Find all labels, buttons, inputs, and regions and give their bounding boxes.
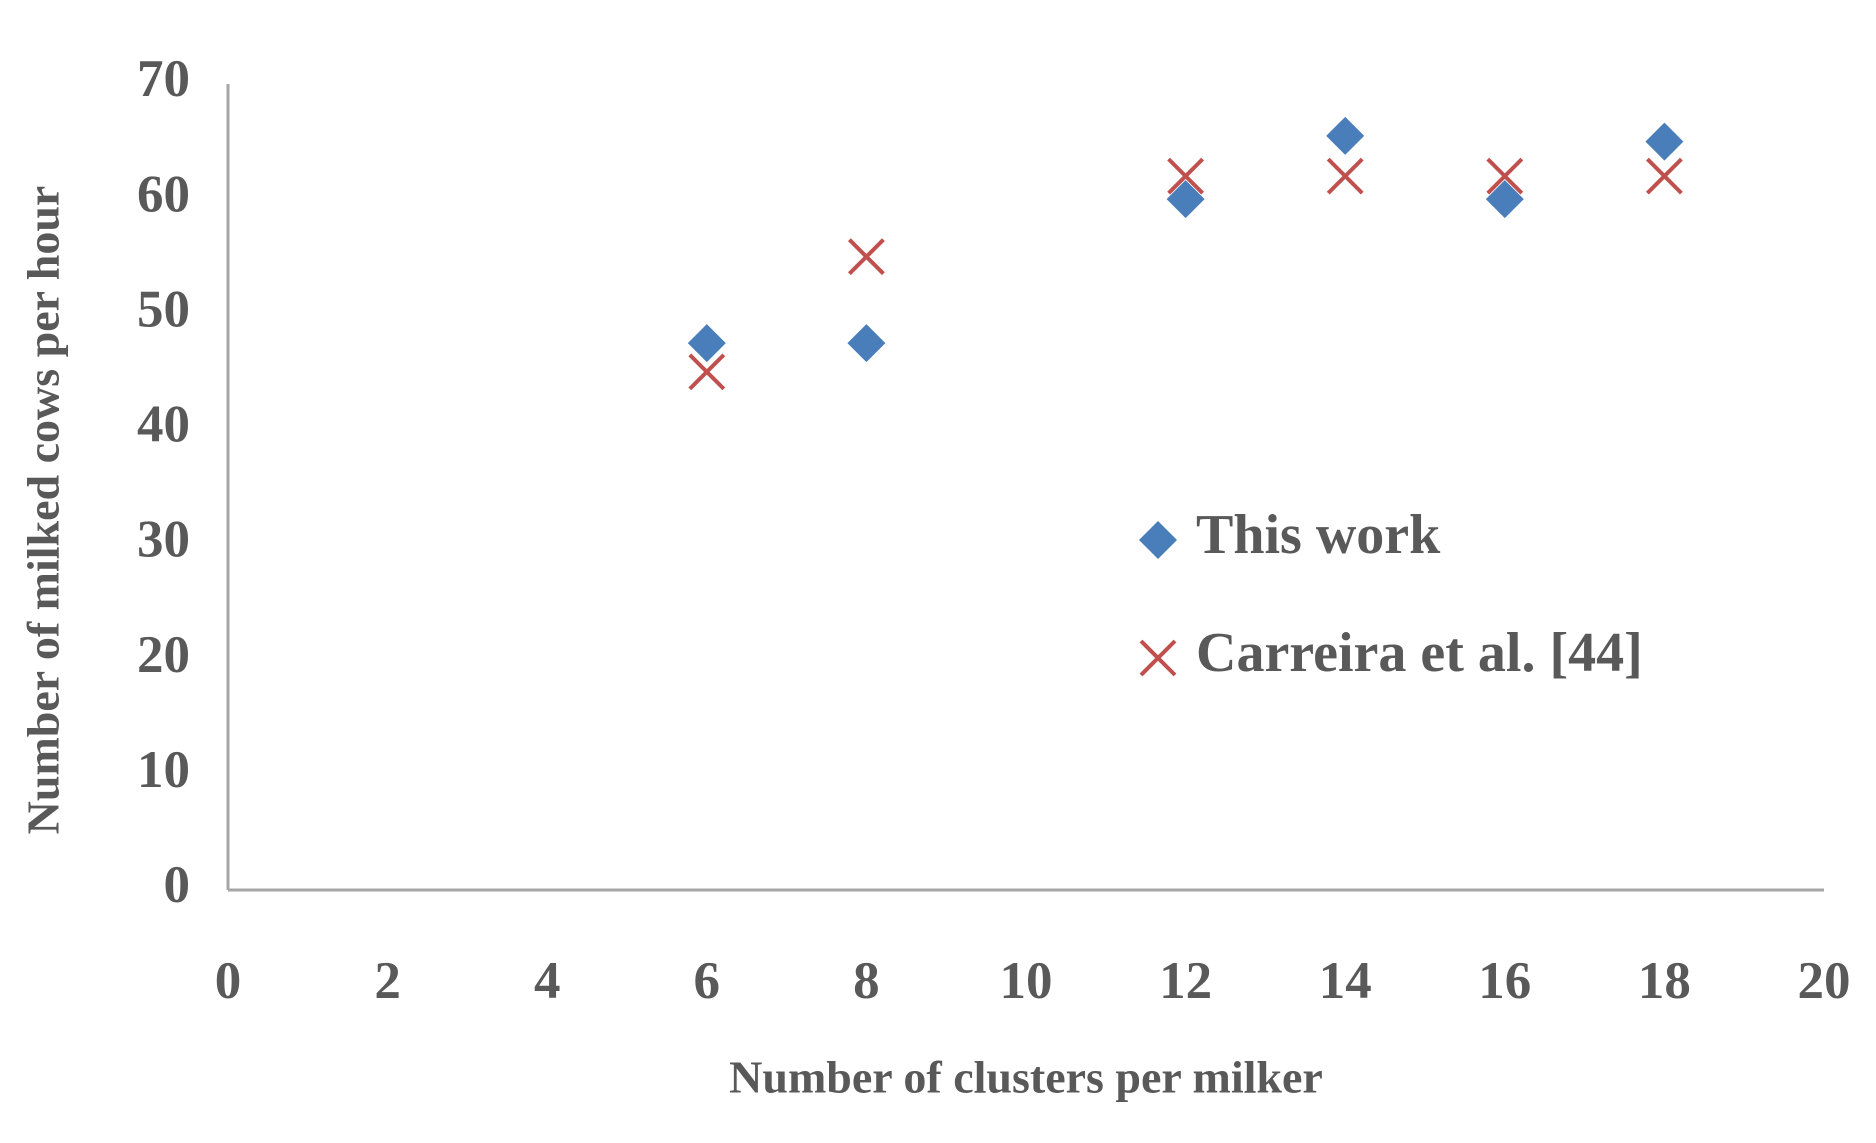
y-axis-title: Number of milked cows per hour xyxy=(18,186,69,835)
x-tick-label: 10 xyxy=(1000,952,1053,1010)
y-tick-label: 70 xyxy=(137,50,190,108)
x-tick-label: 4 xyxy=(534,952,561,1010)
point xyxy=(1645,157,1683,195)
point xyxy=(1166,180,1205,219)
x-tick-label: 6 xyxy=(694,952,721,1010)
y-tick-label: 20 xyxy=(137,626,190,684)
x-tick-label: 16 xyxy=(1478,952,1531,1010)
point xyxy=(1645,122,1684,161)
point xyxy=(1486,157,1524,195)
point xyxy=(1485,180,1524,219)
y-tick-label: 40 xyxy=(137,396,190,454)
x-tick-label: 18 xyxy=(1638,952,1691,1010)
legend-marker xyxy=(1139,521,1177,559)
point xyxy=(1326,116,1365,155)
point xyxy=(847,238,885,276)
x-tick-label: 14 xyxy=(1319,952,1372,1010)
x-axis-title: Number of clusters per milker xyxy=(729,1052,1323,1103)
legend-text: This work xyxy=(1196,504,1441,566)
point xyxy=(688,353,726,391)
x-tick-label: 0 xyxy=(215,952,242,1010)
point xyxy=(847,324,886,363)
x-tick-label: 2 xyxy=(374,952,401,1010)
y-tick-label: 50 xyxy=(137,280,190,338)
x-tick-label: 8 xyxy=(853,952,880,1010)
point xyxy=(687,324,726,363)
point xyxy=(1326,157,1364,195)
point xyxy=(1167,157,1205,195)
y-tick-label: 0 xyxy=(164,856,191,914)
legend-text: Carreira et al. [44] xyxy=(1196,622,1643,684)
x-tick-label: 12 xyxy=(1159,952,1212,1010)
legend-marker xyxy=(1139,639,1177,677)
y-tick-label: 30 xyxy=(137,511,190,569)
x-tick-label: 20 xyxy=(1798,952,1851,1010)
y-tick-label: 10 xyxy=(137,741,190,799)
y-tick-label: 60 xyxy=(137,165,190,223)
